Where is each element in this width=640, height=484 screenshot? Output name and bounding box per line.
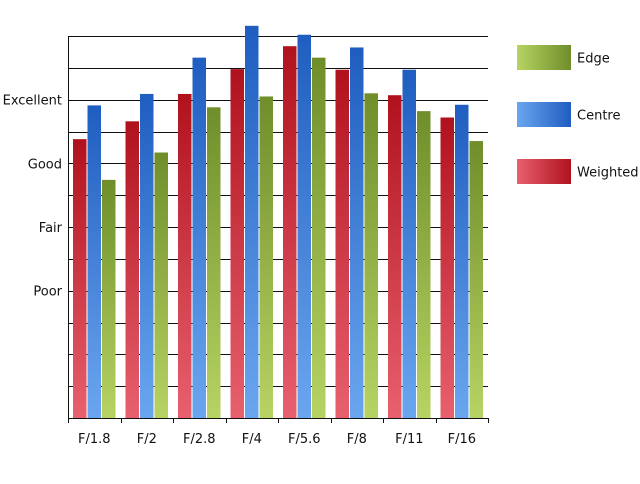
bar-edge-F8: [364, 93, 378, 419]
bar-weighted-F2-8: [178, 93, 192, 418]
bar-weighted-F5-6: [283, 46, 297, 418]
bar-edge-F2: [154, 152, 168, 418]
y-tick-label-poor: Poor: [33, 285, 62, 300]
bar-edge-F1-8: [102, 179, 116, 418]
bar-centre-F8: [350, 47, 364, 419]
x-tick-label: F/8: [347, 432, 367, 447]
legend: Edge Centre Weighted: [517, 45, 639, 184]
bar-weighted-F8: [335, 69, 349, 419]
bar-weighted-F11: [388, 95, 402, 419]
bar-centre-F1-8: [87, 105, 101, 419]
bar-edge-F11: [417, 111, 431, 418]
bar-centre-F16: [455, 104, 469, 418]
x-tick-label: F/2.8: [183, 432, 216, 447]
bar-centre-F4: [245, 25, 259, 419]
bar-weighted-F1-8: [73, 139, 87, 418]
bars: [73, 25, 483, 419]
axes: [68, 36, 489, 423]
bar-weighted-F16: [440, 117, 454, 419]
x-tick-label: F/4: [242, 432, 262, 447]
bar-weighted-F4: [230, 69, 244, 419]
x-tick-label: F/2: [137, 432, 157, 447]
x-tick-label: F/11: [395, 432, 423, 447]
legend-swatch-weighted: [517, 159, 571, 184]
y-tick-label-excellent: Excellent: [3, 94, 62, 109]
y-tick-label-fair: Fair: [39, 221, 63, 236]
bar-centre-F11: [402, 69, 416, 419]
x-tick-label: F/16: [448, 432, 476, 447]
legend-label-edge: Edge: [577, 52, 610, 67]
bar-edge-F5-6: [312, 57, 326, 419]
bar-weighted-F2: [125, 121, 139, 418]
bar-centre-F5-6: [297, 34, 311, 418]
y-tick-label-good: Good: [28, 157, 62, 172]
legend-swatch-edge: [517, 45, 571, 70]
bar-centre-F2-8: [192, 57, 206, 419]
legend-swatch-centre: [517, 102, 571, 127]
x-tick-label: F/5.6: [288, 432, 321, 447]
x-tick-label: F/1.8: [78, 432, 111, 447]
bar-edge-F2-8: [207, 107, 221, 418]
bar-edge-F4: [259, 96, 273, 418]
legend-label-centre: Centre: [577, 109, 620, 124]
legend-label-weighted: Weighted: [577, 166, 639, 181]
bar-centre-F2: [140, 93, 154, 418]
bar-edge-F16: [469, 141, 483, 419]
